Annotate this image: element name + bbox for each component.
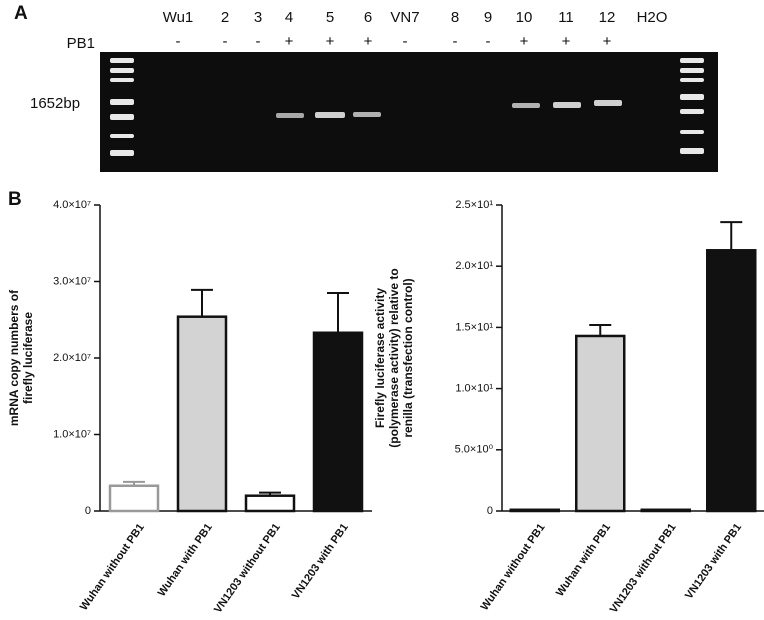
- x-tick-label: Wuhan without PB1: [479, 522, 548, 613]
- y-tick-label: 1.0×10¹: [455, 383, 493, 395]
- gel-image: [100, 52, 718, 172]
- pb1-sign: -: [403, 33, 408, 50]
- lane-label: 10: [516, 9, 533, 26]
- lane-label: 4: [285, 9, 293, 26]
- panel-letter: A: [14, 3, 28, 24]
- x-tick-label: Wuhan with PB1: [554, 522, 613, 599]
- y-axis-label-line: mRNA copy numbers of: [7, 289, 21, 426]
- x-tick-label: VN1203 with PB1: [683, 522, 744, 602]
- x-tick-label: Wuhan without PB1: [78, 522, 147, 613]
- lane-label: 5: [326, 9, 334, 26]
- y-tick-label: 4.0×10⁷: [53, 199, 91, 211]
- x-tick-label: VN1203 with PB1: [290, 522, 351, 602]
- y-axis-label-line: renilla (transfection control): [401, 278, 415, 437]
- lane-label: Wu1: [163, 9, 194, 26]
- band-label: 1652bp: [30, 95, 80, 112]
- pb1-sign: +: [364, 33, 373, 50]
- lane-label: 12: [599, 9, 616, 26]
- ladder: [110, 58, 704, 156]
- pb1-sign: -: [176, 33, 181, 50]
- pb1-sign: -: [486, 33, 491, 50]
- y-tick-label: 1.0×10⁷: [53, 428, 91, 440]
- panel-letter: B: [8, 189, 22, 210]
- lane-label: 9: [484, 9, 492, 26]
- bar: [706, 249, 757, 513]
- lane-label: 2: [221, 9, 229, 26]
- pb1-sign: +: [326, 33, 335, 50]
- pb1-sign: -: [453, 33, 458, 50]
- y-tick-label: 2.5×10¹: [455, 199, 493, 211]
- lane-label: H2O: [637, 9, 668, 26]
- pb1-sign: -: [223, 33, 228, 50]
- lane-label: 3: [254, 9, 262, 26]
- row-label: PB1: [67, 35, 95, 52]
- pb1-sign: +: [285, 33, 294, 50]
- y-tick-label: 0: [85, 505, 91, 517]
- y-tick-label: 3.0×10⁷: [53, 275, 91, 287]
- lane-label: 6: [364, 9, 372, 26]
- bar: [575, 334, 626, 513]
- lane-label: 8: [451, 9, 459, 26]
- y-tick-label: 2.0×10⁷: [53, 352, 91, 364]
- y-tick-label: 1.5×10¹: [455, 321, 493, 333]
- pb1-sign: +: [520, 33, 529, 50]
- y-axis-label-line: firefly luciferase: [21, 312, 35, 404]
- bands: [276, 100, 622, 118]
- bar: [509, 508, 560, 513]
- x-tick-label: VN1203 without PB1: [212, 522, 283, 616]
- bar: [640, 508, 691, 513]
- x-tick-label: VN1203 without PB1: [608, 522, 679, 616]
- y-axis-label-line: (polymerase activity) relative to: [387, 268, 401, 447]
- pb1-sign: -: [256, 33, 261, 50]
- y-axis-label: mRNA copy numbers offirefly luciferase: [7, 289, 35, 426]
- bar: [176, 315, 228, 513]
- x-tick-label: Wuhan with PB1: [156, 522, 215, 599]
- y-tick-label: 5.0×10⁰: [455, 444, 494, 456]
- bar: [244, 494, 296, 513]
- y-tick-label: 0: [487, 505, 493, 517]
- gel: [100, 52, 718, 172]
- y-axis-label-line: Firefly luciferase activity: [373, 288, 387, 428]
- bar: [108, 484, 160, 513]
- bar: [312, 331, 364, 513]
- lane-label: VN7: [390, 9, 419, 26]
- y-tick-label: 2.0×10¹: [455, 260, 493, 272]
- y-axis-label: Firefly luciferase activity(polymerase a…: [373, 268, 415, 447]
- pb1-sign: +: [562, 33, 571, 50]
- pb1-sign: +: [603, 33, 612, 50]
- lane-label: 11: [558, 9, 574, 26]
